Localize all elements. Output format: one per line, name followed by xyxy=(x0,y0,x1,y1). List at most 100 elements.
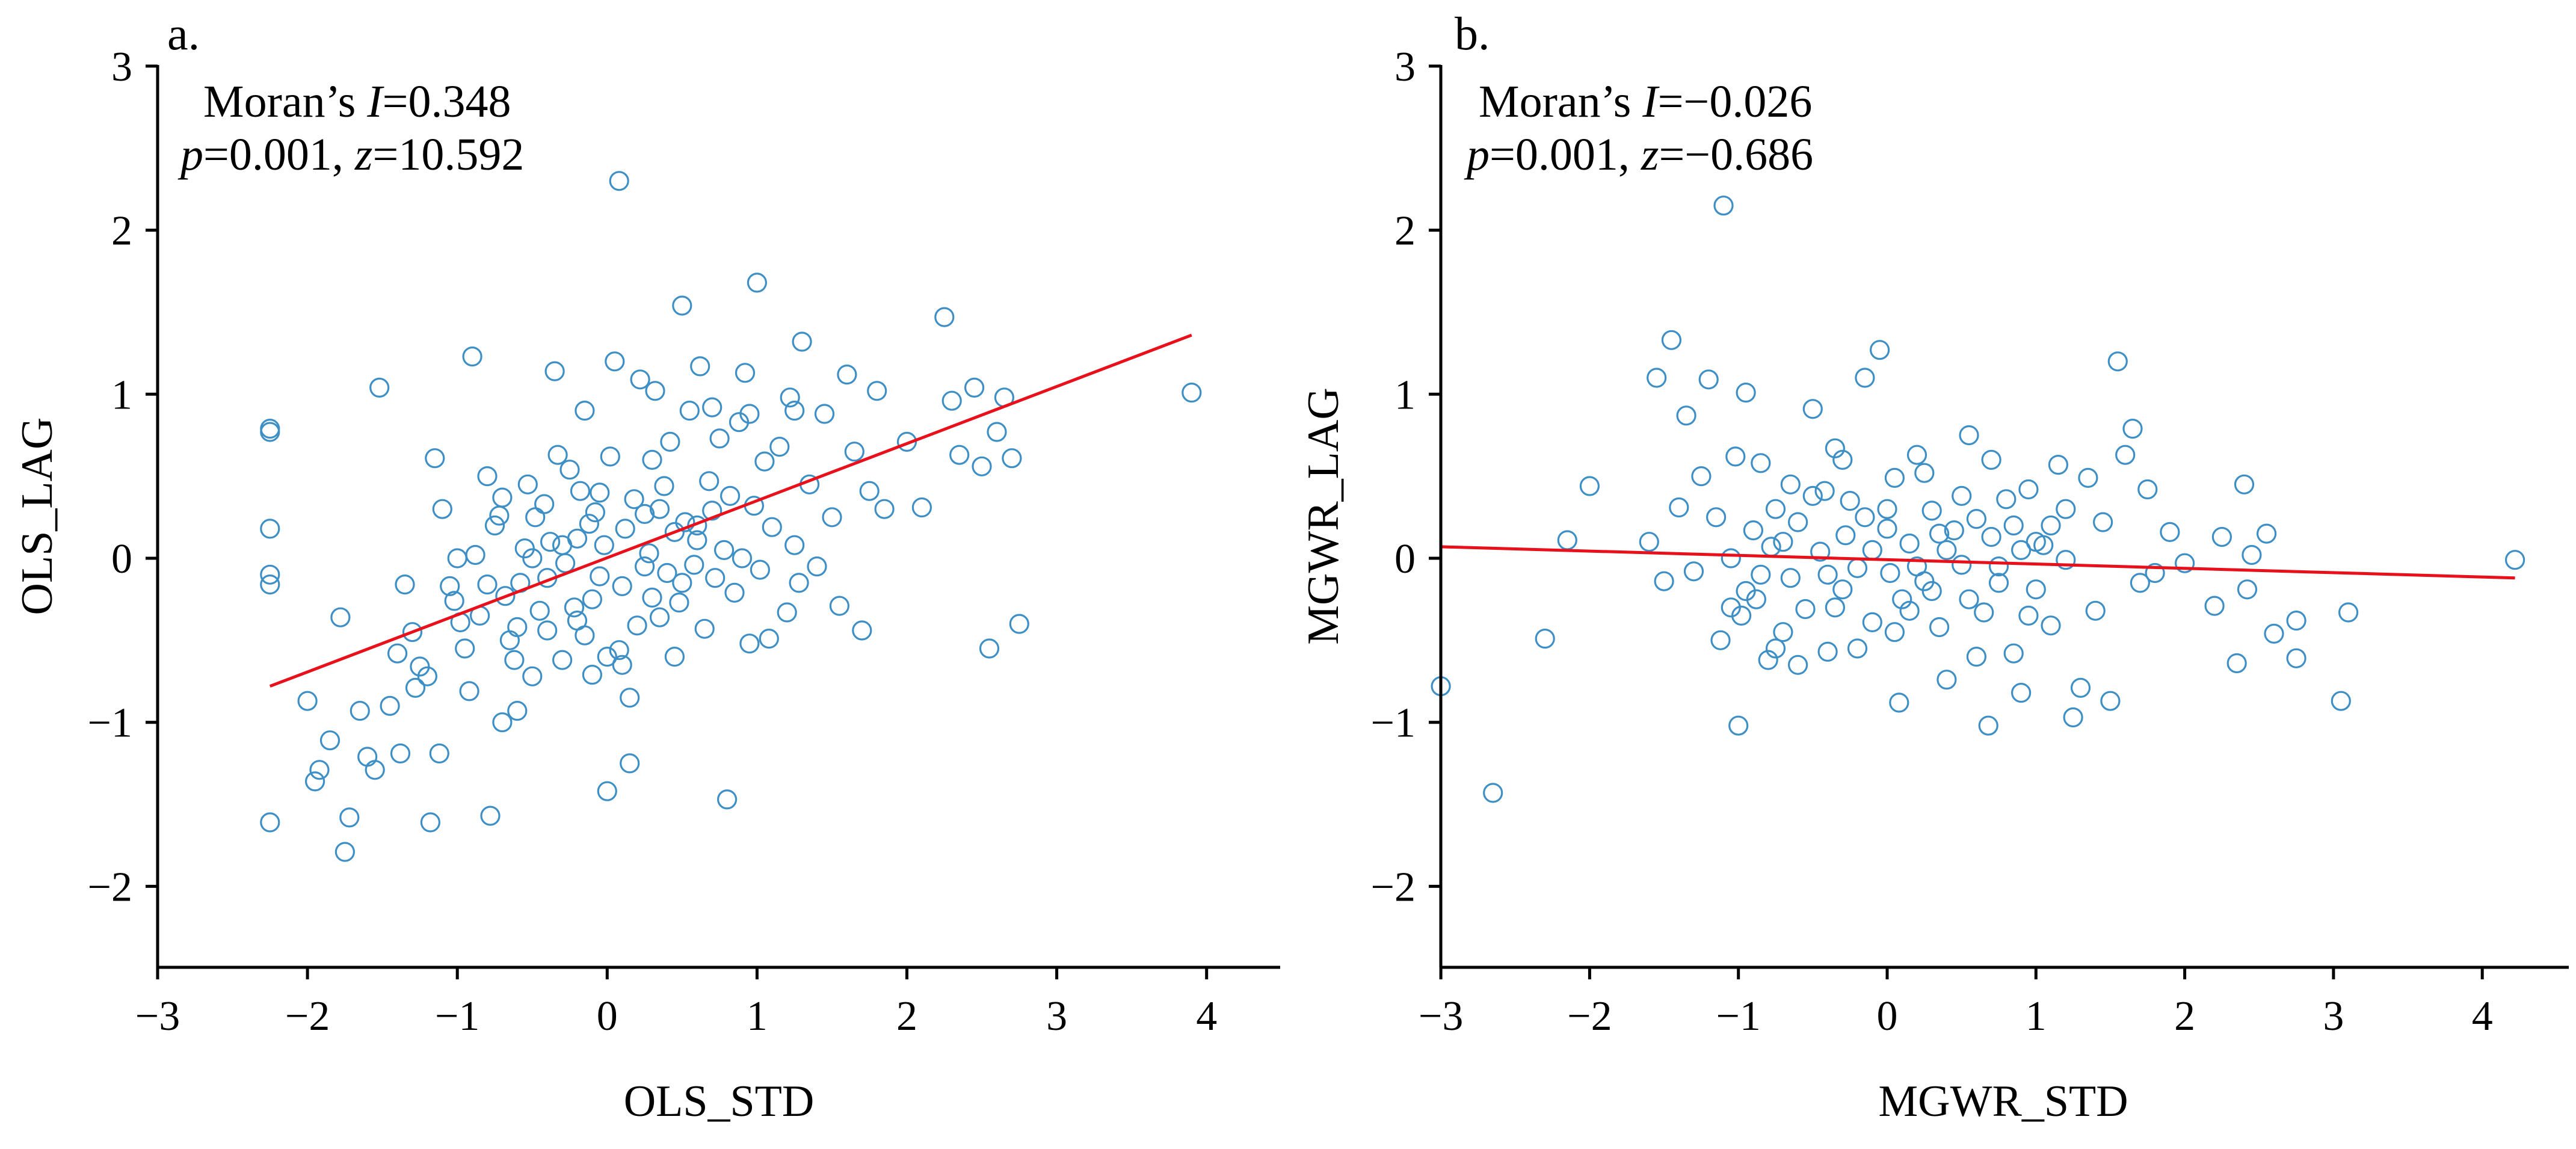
scatter-point xyxy=(1002,448,1022,469)
scatter-point xyxy=(784,400,805,421)
scatter-point xyxy=(544,361,565,381)
scatter-point xyxy=(1817,641,1838,662)
scatter-point xyxy=(669,592,689,613)
scatter-point xyxy=(620,753,640,774)
scatter-point xyxy=(1810,541,1831,562)
scatter-point xyxy=(739,404,760,424)
scatter-point xyxy=(1921,581,1942,602)
scatter-point xyxy=(304,771,325,792)
scatter-point xyxy=(724,582,745,603)
scatter-point xyxy=(499,630,520,650)
y-ticks-a: −2 −1 0 1 2 3 xyxy=(88,44,158,910)
scatter-point xyxy=(507,700,528,721)
scatter-point xyxy=(732,548,753,568)
scatter-point xyxy=(844,442,864,462)
scatter-point xyxy=(2264,623,2284,644)
scatter-point xyxy=(1557,530,1577,550)
scatter-point xyxy=(480,806,501,826)
scatter-point xyxy=(2331,691,2351,711)
scatter-point xyxy=(1981,449,2001,470)
scatter-point xyxy=(1535,628,1555,649)
scatter-point xyxy=(390,743,411,764)
y-tick-label: −1 xyxy=(88,700,132,747)
x-tick-label: 1 xyxy=(747,993,768,1040)
y-tick-label: −1 xyxy=(1371,700,1416,747)
scatter-point xyxy=(495,586,516,606)
y-tick-label: 0 xyxy=(1394,536,1416,582)
y-tick-label: 0 xyxy=(111,536,132,582)
scatter-point xyxy=(420,812,441,833)
annotation-a-line2: p=0.001, z=10.592 xyxy=(177,129,524,180)
scatter-point xyxy=(654,476,674,496)
scatter-point xyxy=(2018,479,2039,500)
scatter-point xyxy=(1988,556,2009,577)
annotation-b-line2: p=0.001, z=−0.686 xyxy=(1464,129,1813,180)
scatter-point xyxy=(672,295,692,316)
scatter-point xyxy=(492,712,513,733)
scatter-point xyxy=(462,346,482,367)
x-tick-label: −3 xyxy=(1419,993,1463,1040)
scatter-point xyxy=(2137,479,2158,500)
scatter-point xyxy=(534,494,555,514)
x-tick-label: 2 xyxy=(2174,993,2195,1040)
panel-letter-b: b. xyxy=(1455,7,1490,60)
scatter-point xyxy=(260,422,280,442)
scatter-point xyxy=(1009,614,1029,634)
scatter-point xyxy=(552,650,573,670)
scatter-point xyxy=(559,460,580,480)
scatter-point xyxy=(1765,638,1786,659)
scatter-point xyxy=(672,573,692,593)
scatter-point xyxy=(540,532,561,552)
scatter-point xyxy=(709,428,730,449)
scatter-point xyxy=(627,615,647,636)
scatter-point xyxy=(459,681,479,701)
y-tick-label: 2 xyxy=(1394,208,1416,254)
scatter-point xyxy=(1847,558,1868,579)
scatter-point xyxy=(395,574,415,595)
x-tick-label: −1 xyxy=(435,993,479,1040)
scatter-point xyxy=(1773,622,1793,642)
scatter-point xyxy=(1959,425,1979,446)
scatter-point xyxy=(789,573,809,593)
scatter-point xyxy=(2041,515,2061,536)
scatter-point xyxy=(750,559,771,580)
scatter-point xyxy=(2242,544,2262,565)
x-tick-label: 4 xyxy=(2472,993,2493,1040)
y-tick-label: 2 xyxy=(111,208,132,254)
scatter-point xyxy=(1795,599,1816,620)
scatter-point xyxy=(754,451,775,472)
scatter-point xyxy=(2041,615,2061,636)
scatter-point xyxy=(1825,597,1845,618)
scatter-point xyxy=(1978,715,1998,736)
scatter-point xyxy=(2100,691,2121,711)
scatter-point xyxy=(1743,520,1763,541)
scatter-point xyxy=(713,540,735,561)
scatter-point xyxy=(687,530,707,550)
scatter-point xyxy=(1832,579,1853,600)
scatter-point xyxy=(1959,589,1979,609)
scatter-point xyxy=(1944,520,1964,541)
scatter-point xyxy=(2107,351,2128,372)
scatter-point xyxy=(2338,602,2359,623)
x-ticks-a: −3 −2 −1 0 1 2 3 4 xyxy=(135,967,1217,1040)
scatter-point xyxy=(934,307,955,327)
scatter-point xyxy=(1788,512,1808,532)
scatter-point xyxy=(330,607,351,627)
x-axis-label-a: OLS_STD xyxy=(624,1077,815,1126)
scatter-point xyxy=(507,617,528,638)
scatter-point xyxy=(769,436,790,457)
scatter-point xyxy=(429,743,449,764)
scatter-point xyxy=(1698,369,1719,390)
scatter-point xyxy=(2145,562,2165,584)
scatter-point xyxy=(2122,418,2143,439)
scatter-point xyxy=(585,502,606,523)
scatter-point xyxy=(380,695,400,716)
scatter-point xyxy=(1996,489,2017,510)
scatter-point xyxy=(664,646,685,667)
scatter-point xyxy=(1639,532,1659,552)
scatter-point xyxy=(1706,507,1727,528)
scatter-point xyxy=(657,562,677,584)
scatter-point xyxy=(1579,476,1600,496)
scatter-point xyxy=(2505,550,2525,570)
annotation-b-line1: Moran’s I=−0.026 xyxy=(1479,76,1812,127)
